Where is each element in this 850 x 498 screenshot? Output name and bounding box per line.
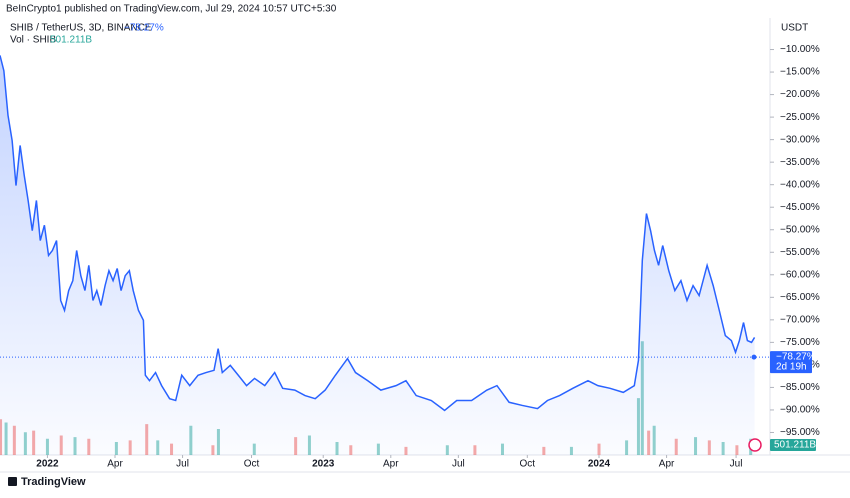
x-tick-label: Apr: [107, 459, 123, 470]
x-tick-label: Jul: [176, 459, 189, 470]
footer-logo: TradingView: [8, 476, 86, 488]
legend-volume: Vol · SHIB: [10, 35, 56, 46]
y-tick-label: −45.00%: [780, 202, 820, 213]
brand: TradingView: [21, 476, 86, 488]
y-tick-label: −25.00%: [780, 112, 820, 123]
y-tick-label: −85.00%: [780, 382, 820, 393]
y-tick-label: −75.00%: [780, 337, 820, 348]
y-tick-label: −20.00%: [780, 89, 820, 100]
legend-series: SHIB / TetherUS, 3D, BINANCE: [10, 23, 152, 34]
y-tick-label: −55.00%: [780, 247, 820, 258]
x-tick-label: Oct: [244, 459, 260, 470]
x-tick-label: Apr: [659, 459, 675, 470]
last-price-label: −78.27%: [776, 352, 816, 363]
x-tick-label: Jul: [452, 459, 465, 470]
y-tick-label: −10.00%: [780, 44, 820, 55]
x-tick-label: 2023: [312, 459, 335, 470]
last-volume-tag: [770, 439, 816, 451]
x-tick-label: Jul: [730, 459, 743, 470]
x-tick-label: 2024: [588, 459, 611, 470]
y-tick-label: −95.00%: [780, 427, 820, 438]
y-tick-label: −70.00%: [780, 314, 820, 325]
y-tick-label: −65.00%: [780, 292, 820, 303]
x-tick-label: Oct: [520, 459, 536, 470]
y-tick-label: −15.00%: [780, 67, 820, 78]
currency-label: USDT: [781, 23, 808, 34]
price-line: [0, 55, 756, 412]
x-tick-label: Apr: [383, 459, 399, 470]
y-tick-label: −90.00%: [780, 405, 820, 416]
last-price-tag: [770, 351, 812, 374]
last-volume-label: 501.211B: [774, 440, 816, 451]
area: [0, 55, 755, 455]
y-tick-label: −60.00%: [780, 269, 820, 280]
y-tick-label: −35.00%: [780, 157, 820, 168]
x-tick-label: 2022: [36, 459, 59, 470]
y-tick-label: −40.00%: [780, 179, 820, 190]
last-price-dot: [751, 354, 757, 360]
legend-volume-value: 501.211B: [50, 35, 92, 46]
publisher: BeInCrypto1 published on TradingView.com…: [6, 4, 337, 15]
alert-icon: [748, 438, 762, 452]
last-price-countdown: 2d 19h: [776, 362, 807, 373]
legend-change: −78.27%: [124, 23, 164, 34]
y-tick-label: −50.00%: [780, 224, 820, 235]
y-tick-label: −30.00%: [780, 134, 820, 145]
